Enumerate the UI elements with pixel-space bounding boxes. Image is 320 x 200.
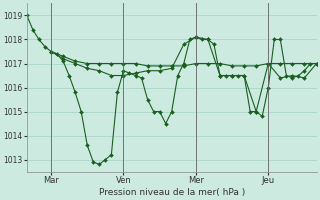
X-axis label: Pression niveau de la mer( hPa ): Pression niveau de la mer( hPa ) xyxy=(99,188,245,197)
